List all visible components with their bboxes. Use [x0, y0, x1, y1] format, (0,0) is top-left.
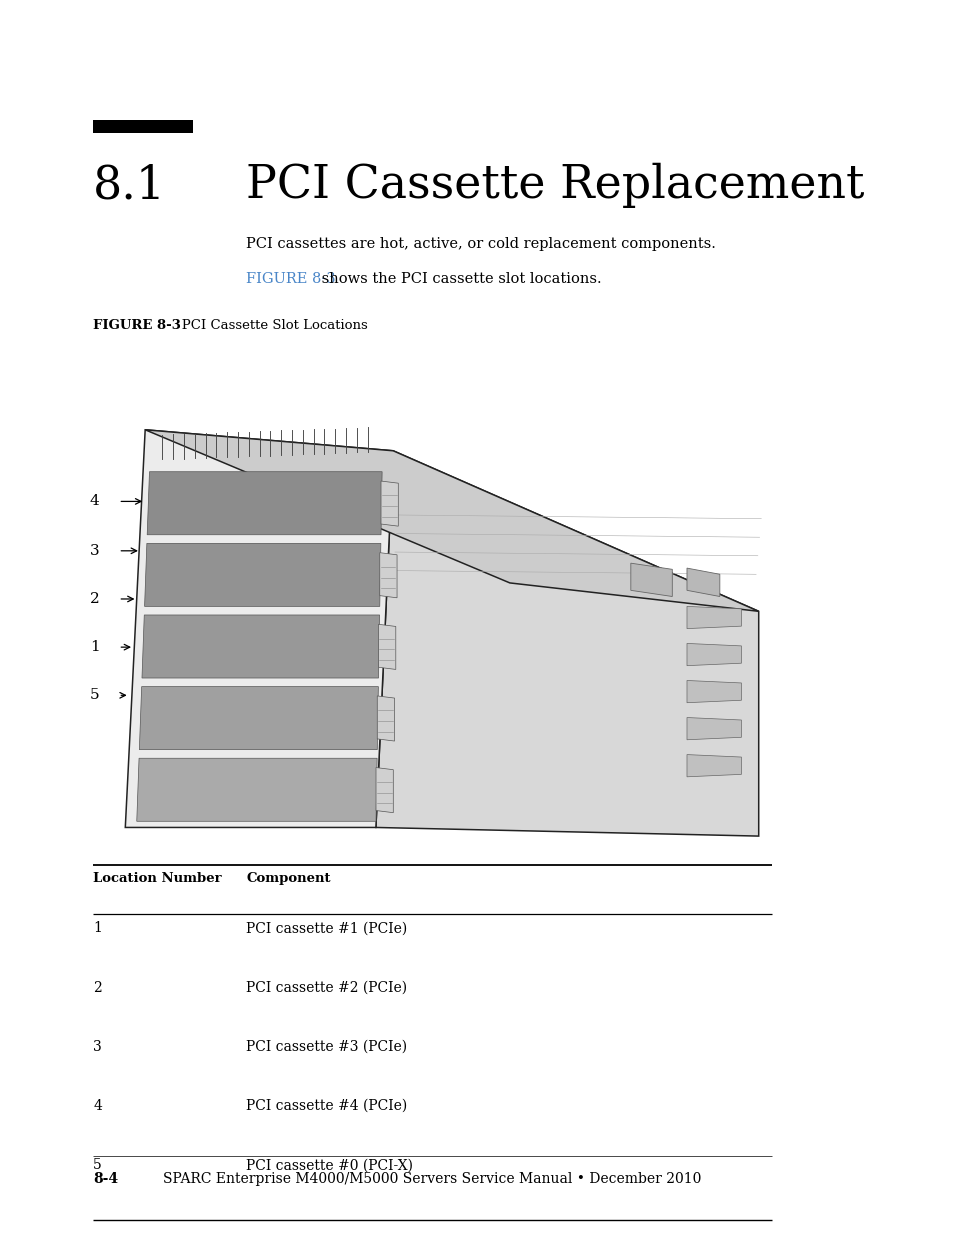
Text: SPARC Enterprise M4000/M5000 Servers Service Manual • December 2010: SPARC Enterprise M4000/M5000 Servers Ser… — [128, 1172, 700, 1186]
Polygon shape — [686, 755, 740, 777]
Polygon shape — [686, 680, 740, 703]
Text: PCI cassette #1 (PCIe): PCI cassette #1 (PCIe) — [246, 921, 407, 935]
Text: 1: 1 — [93, 921, 102, 935]
Polygon shape — [378, 625, 395, 669]
Polygon shape — [686, 606, 740, 629]
Text: 2: 2 — [93, 981, 102, 994]
Text: 1: 1 — [90, 640, 99, 655]
Text: PCI Cassette Replacement: PCI Cassette Replacement — [246, 163, 863, 209]
Text: PCI cassettes are hot, active, or cold replacement components.: PCI cassettes are hot, active, or cold r… — [246, 237, 716, 251]
Text: 2: 2 — [90, 592, 99, 606]
Text: PCI cassette #2 (PCIe): PCI cassette #2 (PCIe) — [246, 981, 407, 994]
Text: FIGURE 8-3: FIGURE 8-3 — [246, 272, 335, 285]
Polygon shape — [145, 543, 380, 606]
Polygon shape — [125, 430, 393, 827]
Polygon shape — [142, 615, 379, 678]
Polygon shape — [136, 758, 376, 821]
Text: 3: 3 — [90, 543, 99, 558]
Text: PCI cassette #3 (PCIe): PCI cassette #3 (PCIe) — [246, 1040, 407, 1053]
Polygon shape — [380, 482, 398, 526]
Polygon shape — [145, 430, 758, 611]
Polygon shape — [147, 472, 382, 535]
Polygon shape — [630, 563, 672, 597]
Text: Location Number: Location Number — [93, 872, 222, 885]
Polygon shape — [686, 568, 720, 597]
Text: 5: 5 — [93, 1158, 102, 1172]
Text: shows the PCI cassette slot locations.: shows the PCI cassette slot locations. — [316, 272, 601, 285]
Text: 8.1: 8.1 — [93, 163, 166, 209]
Polygon shape — [375, 767, 393, 813]
Polygon shape — [686, 643, 740, 666]
Text: Component: Component — [246, 872, 331, 885]
Polygon shape — [686, 718, 740, 740]
Text: PCI cassette #4 (PCIe): PCI cassette #4 (PCIe) — [246, 1099, 407, 1113]
Polygon shape — [139, 687, 378, 750]
Text: 4: 4 — [90, 494, 99, 509]
Bar — [93, 120, 193, 133]
Text: PCI Cassette Slot Locations: PCI Cassette Slot Locations — [170, 319, 368, 332]
Text: 5: 5 — [90, 688, 99, 703]
Polygon shape — [376, 697, 395, 741]
Polygon shape — [379, 553, 396, 598]
Text: PCI cassette #0 (PCI-X): PCI cassette #0 (PCI-X) — [246, 1158, 413, 1172]
Text: 4: 4 — [93, 1099, 102, 1113]
Text: 8-4: 8-4 — [93, 1172, 118, 1186]
Text: FIGURE 8-3: FIGURE 8-3 — [93, 319, 181, 332]
Text: 3: 3 — [93, 1040, 102, 1053]
Polygon shape — [375, 451, 758, 836]
